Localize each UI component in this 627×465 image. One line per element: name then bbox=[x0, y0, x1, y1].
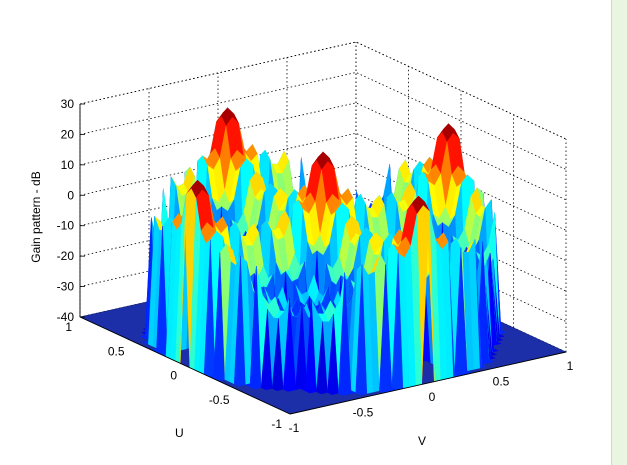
v-tick-label: 0 bbox=[429, 390, 436, 404]
grid-line bbox=[79, 102, 567, 201]
surface-patch bbox=[249, 266, 262, 390]
surface-patch bbox=[338, 272, 350, 396]
grid-line bbox=[79, 41, 567, 140]
z-tick-label: -10 bbox=[57, 219, 75, 233]
z-tick-label: 10 bbox=[61, 158, 75, 172]
surface-patch bbox=[260, 309, 273, 391]
u-tick-label: 1 bbox=[65, 320, 72, 334]
grid-line bbox=[79, 72, 567, 170]
u-tick-label: 0 bbox=[170, 369, 177, 383]
u-axis-line bbox=[79, 316, 291, 415]
grid-line bbox=[79, 132, 567, 231]
surface-patch bbox=[305, 299, 317, 394]
z-axis-label: Gain pattern - dB bbox=[29, 171, 43, 262]
v-tick-label: 0.5 bbox=[493, 375, 510, 389]
u-axis-label: U bbox=[175, 426, 184, 440]
surface-patch bbox=[282, 298, 295, 392]
axes-layer: -40 -30 -20 -10 0 10 20 30 -1 -0.5 0 0.5 1 -1 -0.5 0 0.5… bbox=[57, 97, 574, 435]
v-tick-label: 1 bbox=[567, 359, 574, 373]
z-tick-label: 30 bbox=[61, 97, 75, 111]
v-axis-line bbox=[289, 351, 567, 415]
v-tick-label: -0.5 bbox=[353, 406, 374, 420]
surface-patch bbox=[316, 321, 328, 395]
z-tick-label: 20 bbox=[61, 127, 75, 141]
z-tick-label: 0 bbox=[67, 188, 74, 202]
surface-patch bbox=[233, 255, 246, 387]
u-tick-label: -0.5 bbox=[209, 393, 230, 407]
side-panel-strip bbox=[611, 0, 627, 465]
surface-layer bbox=[139, 107, 507, 396]
v-tick-label: -1 bbox=[289, 421, 300, 435]
z-tick-label: -40 bbox=[57, 310, 75, 324]
surface-patch bbox=[271, 318, 284, 391]
z-tick-label: -30 bbox=[57, 280, 75, 294]
grid-line bbox=[79, 163, 567, 262]
u-tick-label: -1 bbox=[271, 417, 282, 431]
v-axis-label: V bbox=[418, 434, 426, 448]
z-tick-label: -20 bbox=[57, 249, 75, 263]
surface-patch bbox=[355, 264, 368, 396]
surface-patch bbox=[327, 313, 339, 395]
grid-line bbox=[79, 41, 567, 140]
u-tick-label: 0.5 bbox=[108, 344, 125, 358]
surface-plot: -40 -30 -20 -10 0 10 20 30 -1 -0.5 0 0.5 1 -1 -0.5 0 0.5… bbox=[29, 41, 574, 448]
